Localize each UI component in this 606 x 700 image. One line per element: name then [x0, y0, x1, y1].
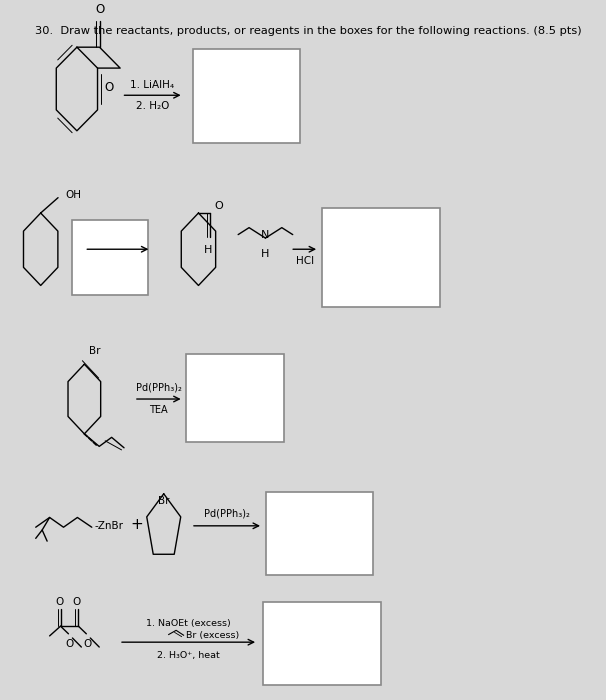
Bar: [322, 208, 439, 307]
Text: Br: Br: [158, 496, 170, 506]
Text: TEA: TEA: [150, 405, 168, 415]
Text: 1. NaOEt (excess): 1. NaOEt (excess): [146, 620, 231, 628]
Text: Pd(PPh₃)₂: Pd(PPh₃)₂: [204, 509, 250, 519]
Text: +: +: [130, 517, 143, 532]
Text: O: O: [83, 639, 92, 650]
Text: Br (excess): Br (excess): [186, 631, 239, 640]
Bar: [267, 492, 373, 575]
Text: H: H: [204, 245, 213, 255]
Bar: [72, 220, 148, 295]
Text: Br: Br: [89, 346, 101, 356]
Text: O: O: [65, 639, 73, 650]
Text: -ZnBr: -ZnBr: [95, 521, 123, 531]
Text: O: O: [73, 596, 81, 607]
Text: 2. H₂O: 2. H₂O: [136, 101, 169, 111]
Text: H: H: [261, 248, 270, 258]
Text: 30.  Draw the reactants, products, or reagents in the boxes for the following re: 30. Draw the reactants, products, or rea…: [35, 26, 581, 36]
Text: O: O: [55, 596, 63, 607]
Bar: [193, 48, 300, 143]
Text: OH: OH: [65, 190, 81, 200]
Text: HCl: HCl: [296, 256, 314, 266]
Text: O: O: [104, 80, 113, 94]
Bar: [186, 354, 284, 442]
Bar: [263, 603, 381, 685]
Text: Pd(PPh₃)₂: Pd(PPh₃)₂: [136, 383, 182, 393]
Text: 1. LiAlH₄: 1. LiAlH₄: [130, 80, 175, 90]
Text: O: O: [215, 201, 224, 211]
Text: 2. H₃O⁺, heat: 2. H₃O⁺, heat: [157, 650, 220, 659]
Text: N: N: [261, 230, 270, 240]
Text: O: O: [95, 3, 105, 16]
